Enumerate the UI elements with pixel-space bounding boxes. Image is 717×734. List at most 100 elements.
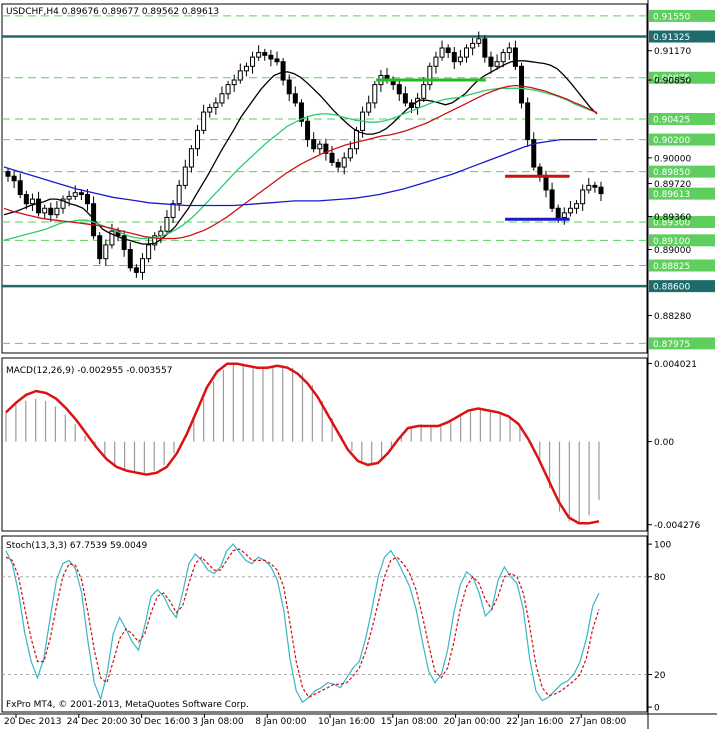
bull-candle	[158, 230, 164, 237]
bear-candle	[598, 186, 604, 195]
bear-candle	[133, 267, 139, 273]
bear-candle	[329, 152, 335, 163]
bear-candle	[488, 56, 494, 67]
bull-candle	[201, 111, 207, 131]
bear-candle	[592, 184, 598, 188]
bull-candle	[347, 148, 353, 159]
stochastic-pane[interactable]	[2, 543, 647, 704]
bear-candle	[298, 102, 304, 122]
bear-candle	[402, 93, 408, 104]
bear-candle	[17, 180, 23, 196]
stoch-d-line	[5, 548, 600, 699]
price-level-tag	[649, 337, 715, 350]
x-tick-label: 8 Jan 00:00	[255, 717, 307, 727]
bull-candle	[42, 207, 48, 214]
bull-candle	[457, 56, 463, 63]
bull-candle	[470, 42, 476, 49]
bull-candle	[567, 207, 573, 214]
price-level-label: 0.91550	[653, 12, 690, 22]
stoch-y-tick-label: 0	[654, 704, 660, 714]
bull-candle	[574, 203, 580, 209]
macd-header: MACD(12,26,9) -0.002955 -0.003557	[6, 366, 172, 376]
bear-candle	[36, 198, 42, 214]
y-tick-label: 0.90850	[654, 77, 691, 87]
bull-candle	[103, 244, 109, 260]
x-tick-label: 22 Jan 16:00	[506, 717, 563, 727]
y-tick-label: 0.89720	[654, 180, 691, 190]
ma-fast-line	[3, 60, 598, 245]
bull-candle	[256, 52, 262, 58]
bull-candle	[225, 84, 231, 95]
bull-candle	[243, 65, 249, 72]
price-level-label: 0.90875	[653, 74, 690, 84]
bear-candle	[525, 102, 531, 141]
stoch-header: Stoch(13,3,3) 67.7539 59.0049	[6, 541, 147, 551]
bear-candle	[549, 189, 555, 209]
bull-candle	[195, 129, 201, 150]
x-tick-label: 24 Dec 20:00	[67, 717, 128, 727]
pane-border-stoch	[1, 535, 648, 713]
bear-candle	[451, 52, 457, 63]
x-tick-label: 3 Jan 08:00	[192, 717, 244, 727]
bull-candle	[421, 84, 427, 99]
bull-candle	[500, 52, 506, 63]
x-tick-label: 27 Jan 08:00	[569, 717, 626, 727]
price-level-label: 0.89100	[653, 237, 690, 247]
ma-red-line	[3, 84, 598, 240]
stoch-y-tick-label: 80	[654, 573, 666, 583]
bear-candle	[292, 93, 298, 104]
stoch-y-tick-label: 20	[654, 671, 666, 681]
bull-candle	[250, 56, 256, 67]
price-pane[interactable]	[2, 15, 647, 344]
axes: 0.91550 0.91325 0.90875 0.90425 0.90200 0.898…	[4, 9, 715, 727]
bull-candle	[188, 148, 194, 168]
y-tick-label: 0.89000	[654, 246, 691, 256]
x-tick-label: 30 Dec 16:00	[130, 717, 191, 727]
price-level-tag	[649, 112, 715, 125]
bull-candle	[60, 198, 66, 209]
price-level-label: 0.87975	[653, 340, 690, 350]
stoch-y-tick-label: 100	[654, 541, 671, 551]
macd-signal-line	[5, 362, 600, 525]
bull-candle	[580, 189, 586, 205]
x-tick-label: 20 Dec 2013	[4, 717, 62, 727]
bull-candle	[231, 79, 237, 86]
bull-candle	[139, 258, 145, 273]
bear-candle	[5, 171, 11, 177]
y-tick-label: 0.90000	[654, 154, 691, 164]
price-level-tag	[649, 9, 715, 22]
price-level-tag	[649, 30, 715, 43]
x-tick-label: 15 Jan 08:00	[381, 717, 438, 727]
price-level-label: 0.88600	[653, 283, 690, 293]
price-level-label: 0.89613	[653, 190, 690, 200]
bull-candle	[66, 195, 72, 200]
bull-candle	[476, 38, 482, 44]
y-tick-label: 0.88280	[654, 312, 691, 322]
bull-candle	[439, 47, 445, 58]
macd-pane[interactable]	[5, 362, 600, 525]
bear-candle	[97, 235, 103, 260]
bear-candle	[78, 192, 84, 196]
bull-candle	[164, 216, 170, 232]
bull-candle	[176, 184, 182, 205]
bear-candle	[396, 84, 402, 95]
bull-candle	[146, 244, 152, 260]
copyright-text: FxPro MT4, © 2001-2013, MetaQuotes Softw…	[6, 700, 249, 710]
price-level-tag	[649, 216, 715, 229]
bull-candle	[561, 212, 567, 218]
macd-y-tick-label: 0.004021	[654, 360, 697, 370]
bear-candle	[305, 120, 311, 141]
bear-candle	[512, 47, 518, 67]
price-level-tag	[649, 71, 715, 84]
price-level-label: 0.89850	[653, 168, 690, 178]
bear-candle	[519, 65, 525, 104]
bear-candle	[262, 52, 268, 56]
bear-candle	[127, 248, 133, 269]
bull-candle	[213, 102, 219, 109]
bull-candle	[219, 93, 225, 104]
bull-candle	[427, 65, 433, 86]
bull-candle	[464, 47, 470, 58]
